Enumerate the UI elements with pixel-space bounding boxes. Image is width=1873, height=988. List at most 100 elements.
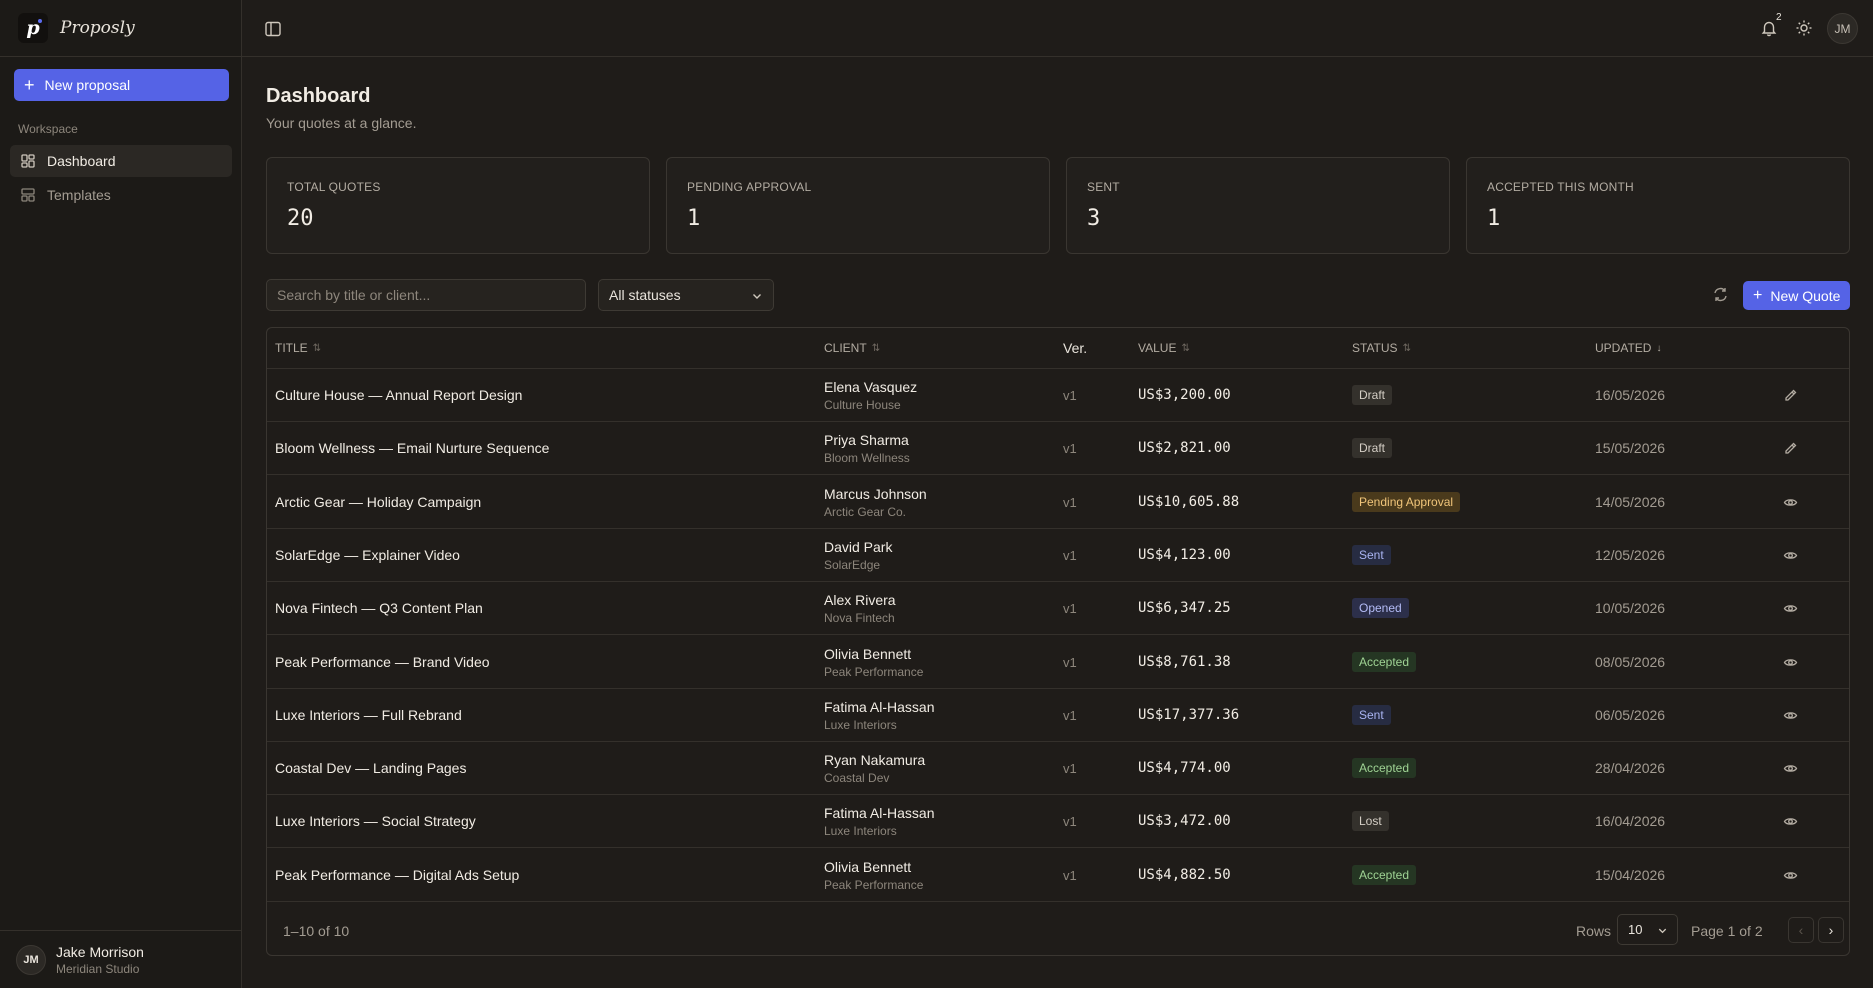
quote-value: US$6,347.25	[1138, 600, 1231, 617]
edit-icon[interactable]	[1783, 388, 1798, 403]
user-menu[interactable]: JM Jake Morrison Meridian Studio	[0, 930, 241, 988]
quote-title[interactable]: Nova Fintech — Q3 Content Plan	[275, 600, 483, 617]
eye-icon[interactable]	[1783, 708, 1798, 723]
column-header-value[interactable]: VALUE ⇅	[1138, 341, 1190, 355]
client-name: Priya Sharma	[824, 432, 909, 449]
quote-title[interactable]: Peak Performance — Digital Ads Setup	[275, 866, 520, 883]
plus-icon: +	[24, 75, 35, 95]
quote-value: US$4,774.00	[1138, 760, 1231, 777]
sun-icon[interactable]	[1795, 19, 1813, 37]
quote-title[interactable]: Culture House — Annual Report Design	[275, 387, 523, 403]
client-name: Ryan Nakamura	[824, 752, 926, 769]
client-name: Olivia Bennett	[824, 645, 912, 662]
status-badge: Pending Approval	[1352, 491, 1461, 512]
status-badge: Opened	[1352, 598, 1409, 619]
status-cell: Draft	[1352, 438, 1393, 459]
avatar[interactable]: JM	[1827, 13, 1858, 44]
client-cell: Fatima Al-Hassan Luxe Interiors	[824, 699, 934, 732]
updated-date: 16/05/2026	[1595, 387, 1666, 403]
quote-title[interactable]: Luxe Interiors — Full Rebrand	[275, 706, 462, 723]
new-quote-button[interactable]: + New Quote	[1743, 281, 1850, 310]
table-row[interactable]: Peak Performance — Brand Video Olivia Ben…	[267, 636, 1849, 689]
edit-icon[interactable]	[1783, 441, 1798, 456]
sort-icon: ⇅	[312, 342, 322, 354]
table-row[interactable]: Culture House — Annual Report Design Elen…	[267, 369, 1849, 422]
quote-title[interactable]: Luxe Interiors — Social Strategy	[275, 813, 476, 830]
table-row[interactable]: Peak Performance — Digital Ads Setup Oliv…	[267, 849, 1849, 902]
page-subtitle: Your quotes at a glance.	[266, 115, 417, 131]
status-filter-select[interactable]: All statuses	[598, 279, 774, 311]
stat-label: ACCEPTED THIS MONTH	[1487, 180, 1634, 194]
column-header-title[interactable]: TITLE ⇅	[275, 341, 322, 355]
eye-icon[interactable]	[1783, 655, 1798, 670]
version: v1	[1063, 654, 1077, 670]
table-row[interactable]: Luxe Interiors — Full Rebrand Fatima Al-H…	[267, 689, 1849, 742]
quote-value: US$3,200.00	[1138, 387, 1231, 403]
sidebar-toggle-icon[interactable]	[264, 20, 282, 38]
stat-card-accepted-this-month: ACCEPTED THIS MONTH 1	[1466, 157, 1850, 254]
client-cell: Ryan Nakamura Coastal Dev	[824, 752, 925, 785]
stat-value: 20	[287, 206, 314, 231]
user-name: Jake Morrison	[56, 943, 144, 960]
column-header-updated[interactable]: UPDATED ↓	[1595, 341, 1662, 355]
quote-value: US$4,123.00	[1138, 546, 1231, 563]
stat-value: 1	[1487, 206, 1501, 231]
quote-title[interactable]: Coastal Dev — Landing Pages	[275, 760, 467, 777]
quote-title[interactable]: SolarEdge — Explainer Video	[275, 546, 460, 563]
rows-per-page-select[interactable]: 10	[1617, 914, 1678, 945]
client-cell: Olivia Bennett Peak Performance	[824, 646, 923, 679]
client-company: Nova Fintech	[824, 611, 895, 626]
updated-date: 14/05/2026	[1595, 493, 1666, 510]
version: v1	[1063, 494, 1077, 510]
sidebar-item-templates[interactable]: Templates	[10, 179, 232, 211]
new-proposal-button[interactable]: + New proposal	[14, 69, 229, 101]
sidebar-item-label: Dashboard	[47, 153, 116, 169]
page-title: Dashboard	[266, 85, 371, 107]
client-name: David Park	[824, 538, 893, 555]
table-row[interactable]: SolarEdge — Explainer Video David Park Sol…	[267, 529, 1849, 582]
table-row[interactable]: Arctic Gear — Holiday Campaign Marcus Joh…	[267, 476, 1849, 529]
client-cell: Fatima Al-Hassan Luxe Interiors	[824, 805, 934, 838]
refresh-icon[interactable]	[1712, 286, 1729, 303]
stat-value: 3	[1087, 206, 1101, 231]
previous-page-button[interactable]: ‹	[1788, 917, 1814, 943]
sort-icon: ⇅	[871, 342, 881, 354]
table-row[interactable]: Coastal Dev — Landing Pages Ryan Nakamura…	[267, 742, 1849, 796]
table-row[interactable]: Luxe Interiors — Social Strategy Fatima A…	[267, 795, 1849, 849]
avatar: JM	[16, 944, 46, 975]
search-input[interactable]: Search by title or client...	[266, 279, 586, 311]
quote-title[interactable]: Peak Performance — Brand Video	[275, 653, 490, 670]
table-header: TITLE ⇅ CLIENT ⇅ Ver. VALUE ⇅ STATUS ⇅ UPDAT…	[267, 328, 1849, 369]
version: v1	[1063, 441, 1077, 457]
eye-icon[interactable]	[1783, 868, 1798, 883]
quote-title[interactable]: Arctic Gear — Holiday Campaign	[275, 493, 482, 510]
rows-per-page-label: Rows	[1576, 923, 1612, 939]
eye-icon[interactable]	[1783, 814, 1798, 829]
version: v1	[1063, 814, 1077, 830]
templates-icon	[21, 188, 35, 202]
updated-date: 16/04/2026	[1595, 813, 1666, 830]
sidebar-item-dashboard[interactable]: Dashboard	[10, 145, 232, 177]
client-cell: Marcus Johnson Arctic Gear Co.	[824, 486, 927, 519]
client-company: Luxe Interiors	[824, 717, 897, 732]
eye-icon[interactable]	[1783, 761, 1798, 776]
quote-title[interactable]: Bloom Wellness — Email Nurture Sequence	[275, 440, 550, 457]
quote-value: US$17,377.36	[1138, 706, 1240, 723]
brand-logo[interactable]: p	[18, 13, 48, 43]
eye-icon[interactable]	[1783, 548, 1798, 563]
client-name: Alex Rivera	[824, 592, 896, 609]
client-company: Peak Performance	[824, 664, 924, 679]
new-quote-label: New Quote	[1770, 287, 1841, 304]
bell-icon[interactable]	[1760, 19, 1778, 37]
eye-icon[interactable]	[1783, 495, 1798, 510]
user-org: Meridian Studio	[56, 961, 140, 976]
status-cell: Sent	[1352, 704, 1391, 725]
column-header-status[interactable]: STATUS ⇅	[1352, 341, 1411, 355]
next-page-button[interactable]: ›	[1818, 917, 1844, 943]
column-header-client[interactable]: CLIENT ⇅	[824, 341, 881, 355]
table-row[interactable]: Bloom Wellness — Email Nurture Sequence P…	[267, 422, 1849, 476]
updated-date: 06/05/2026	[1595, 706, 1666, 723]
table-row[interactable]: Nova Fintech — Q3 Content Plan Alex River…	[267, 582, 1849, 636]
eye-icon[interactable]	[1783, 601, 1798, 616]
client-name: Olivia Bennett	[824, 858, 912, 875]
